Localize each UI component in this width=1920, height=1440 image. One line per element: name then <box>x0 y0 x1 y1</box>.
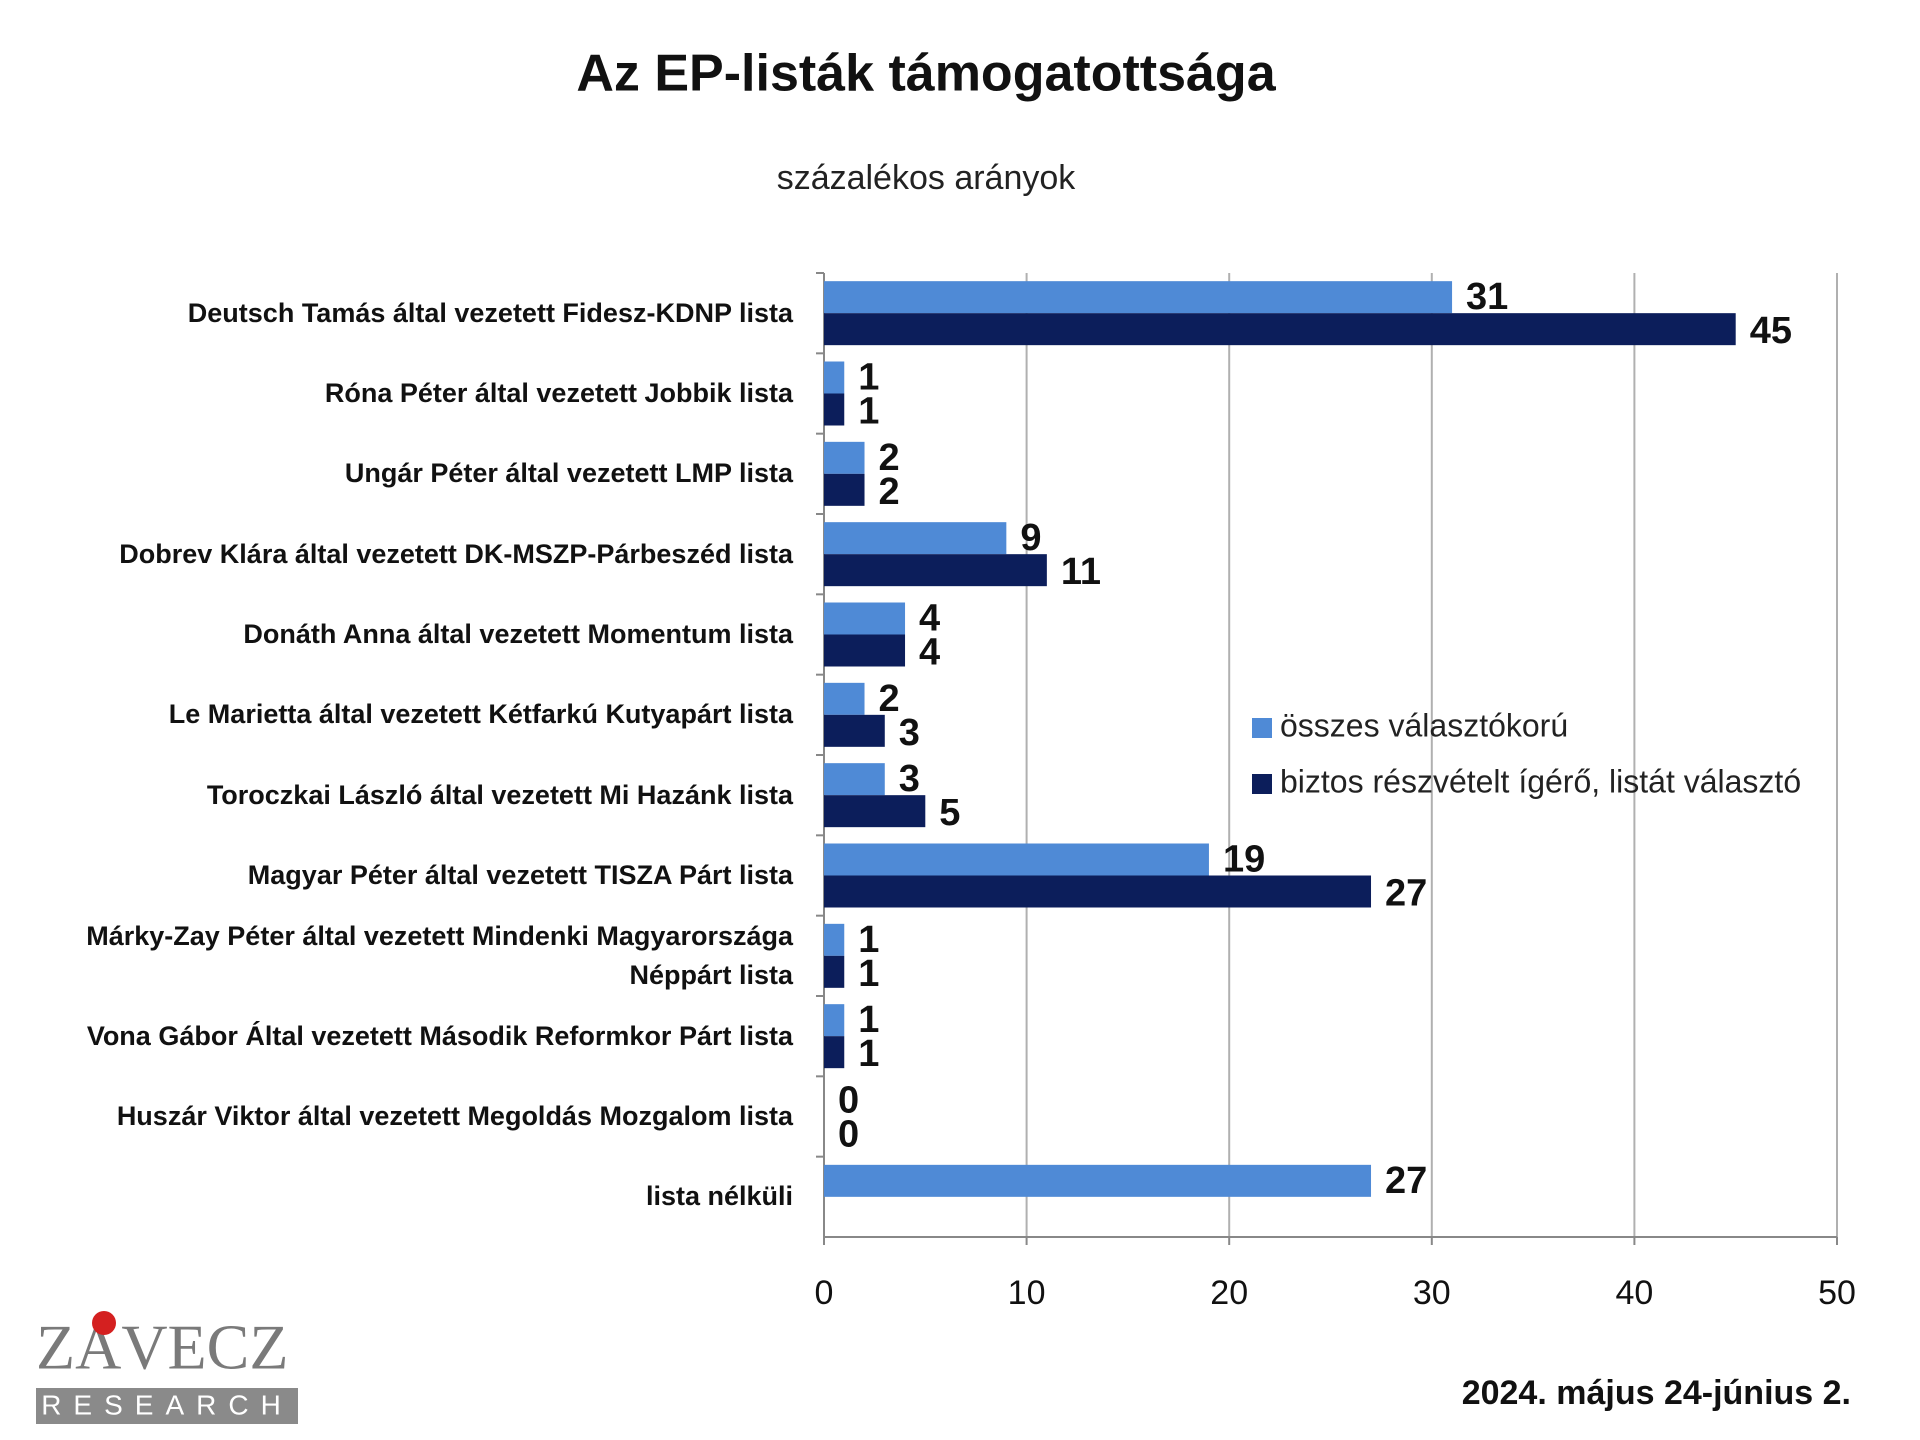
chart-subtitle: százalékos arányok <box>777 159 1077 197</box>
bar <box>824 843 1209 876</box>
bar <box>824 554 1047 587</box>
value-label: 1 <box>858 391 879 433</box>
y-tick-label: Róna Péter által vezetett Jobbik lista <box>324 377 793 408</box>
value-label: 2 <box>879 678 900 720</box>
x-tick-label: 20 <box>1210 1274 1248 1312</box>
bar <box>824 361 845 394</box>
y-tick-label: Le Marietta által vezetett Kétfarkú Kuty… <box>168 699 793 730</box>
logo-band <box>36 1388 298 1424</box>
value-label: 1 <box>858 999 879 1041</box>
y-tick-label: Ungár Péter által vezetett LMP lista <box>344 458 793 489</box>
y-tick-label: Deutsch Tamás által vezetett Fidesz-KDNP… <box>187 297 793 328</box>
value-label: 11 <box>1061 551 1101 593</box>
bar <box>824 634 906 667</box>
bar <box>824 1004 845 1037</box>
bar <box>824 763 885 796</box>
bar <box>824 522 1007 555</box>
value-label: 19 <box>1223 839 1265 881</box>
bar <box>824 1164 1372 1197</box>
value-label: 1 <box>858 953 879 995</box>
value-label: 0 <box>838 1114 859 1156</box>
bar <box>824 795 926 828</box>
bar <box>824 955 845 988</box>
y-tick-label: Magyar Péter által vezetett TISZA Párt l… <box>247 859 793 890</box>
x-tick-label: 0 <box>815 1274 834 1312</box>
bar <box>824 393 845 426</box>
value-label: 0 <box>838 1080 859 1122</box>
value-label: 1 <box>858 919 879 961</box>
value-label: 3 <box>899 712 920 754</box>
x-tick-label: 40 <box>1615 1274 1653 1312</box>
legend-label: biztos részvételt ígérő, listát választó <box>1280 763 1801 799</box>
y-tick-label: Huszár Viktor által vezetett Megoldás Mo… <box>116 1100 793 1131</box>
x-tick-label: 10 <box>1008 1274 1046 1312</box>
value-label: 9 <box>1020 517 1041 559</box>
logo-tagline: RESEARCH <box>41 1389 293 1420</box>
chart-title: Az EP-listák támogatottsága <box>576 45 1276 103</box>
legend-swatch <box>1252 718 1272 738</box>
bar <box>824 1036 845 1069</box>
value-label: 2 <box>879 471 900 513</box>
value-label: 1 <box>858 357 879 399</box>
legend-swatch <box>1252 774 1272 794</box>
bar <box>824 682 865 715</box>
bar <box>824 441 865 474</box>
y-tick-label: Toroczkai László által vezetett Mi Hazán… <box>206 779 793 810</box>
y-tick-label: Márky-Zay Péter által vezetett Mindenki … <box>86 920 793 990</box>
value-label: 3 <box>899 758 920 800</box>
bar <box>824 714 885 747</box>
y-tick-label: lista nélküli <box>645 1181 793 1212</box>
x-tick-label: 50 <box>1818 1274 1856 1312</box>
y-tick-label: Vona Gábor Által vezetett Második Reform… <box>86 1020 793 1051</box>
value-label: 31 <box>1466 276 1508 318</box>
bar <box>824 602 906 635</box>
y-tick-label: Dobrev Klára által vezetett DK-MSZP-Párb… <box>119 538 793 569</box>
value-label: 1 <box>858 1033 879 1075</box>
bar <box>824 875 1372 908</box>
value-label: 27 <box>1385 873 1427 915</box>
value-label: 5 <box>939 792 960 834</box>
bar <box>824 313 1736 346</box>
value-label: 2 <box>879 437 900 479</box>
date: 2024. május 24-június 2. <box>1462 1374 1851 1412</box>
y-tick-label: Donáth Anna által vezetett Momentum list… <box>243 618 793 649</box>
bar <box>824 473 865 506</box>
value-label: 4 <box>919 598 940 640</box>
value-label: 45 <box>1750 310 1792 352</box>
x-tick-label: 30 <box>1413 1274 1451 1312</box>
logo-dot <box>92 1311 116 1335</box>
legend-label: összes választókorú <box>1280 707 1568 743</box>
bar <box>824 281 1453 314</box>
value-label: 27 <box>1385 1160 1427 1202</box>
logo-name: ZÁVECZ <box>36 1312 288 1383</box>
value-label: 4 <box>919 632 940 674</box>
bar <box>824 923 845 956</box>
